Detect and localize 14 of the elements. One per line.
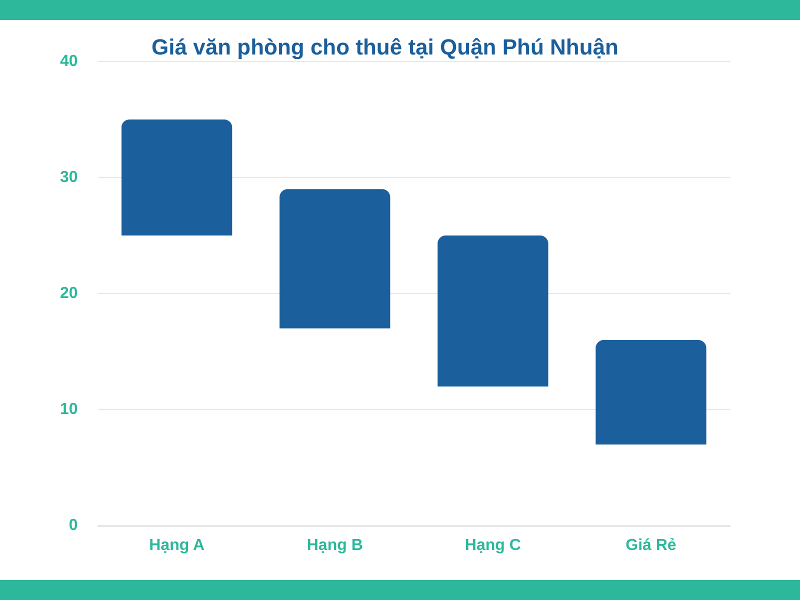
chart-title: Giá văn phòng cho thuê tại Quận Phú Nhuận — [152, 34, 618, 60]
bar — [122, 119, 232, 236]
y-tick-label: 0 — [68, 517, 78, 534]
bar — [596, 340, 706, 445]
x-tick-label: Giá Rẻ — [626, 536, 676, 554]
bar — [280, 189, 390, 328]
x-tick-label: Hạng B — [306, 536, 363, 554]
y-tick-label: 40 — [60, 52, 78, 70]
y-tick-label: 30 — [60, 168, 78, 186]
x-tick-label: Hạng A — [149, 536, 205, 554]
y-tick-label: 10 — [60, 401, 78, 418]
y-tick-label: 20 — [60, 285, 78, 302]
bar — [438, 236, 548, 386]
x-tick-label: Hạng C — [464, 536, 522, 554]
